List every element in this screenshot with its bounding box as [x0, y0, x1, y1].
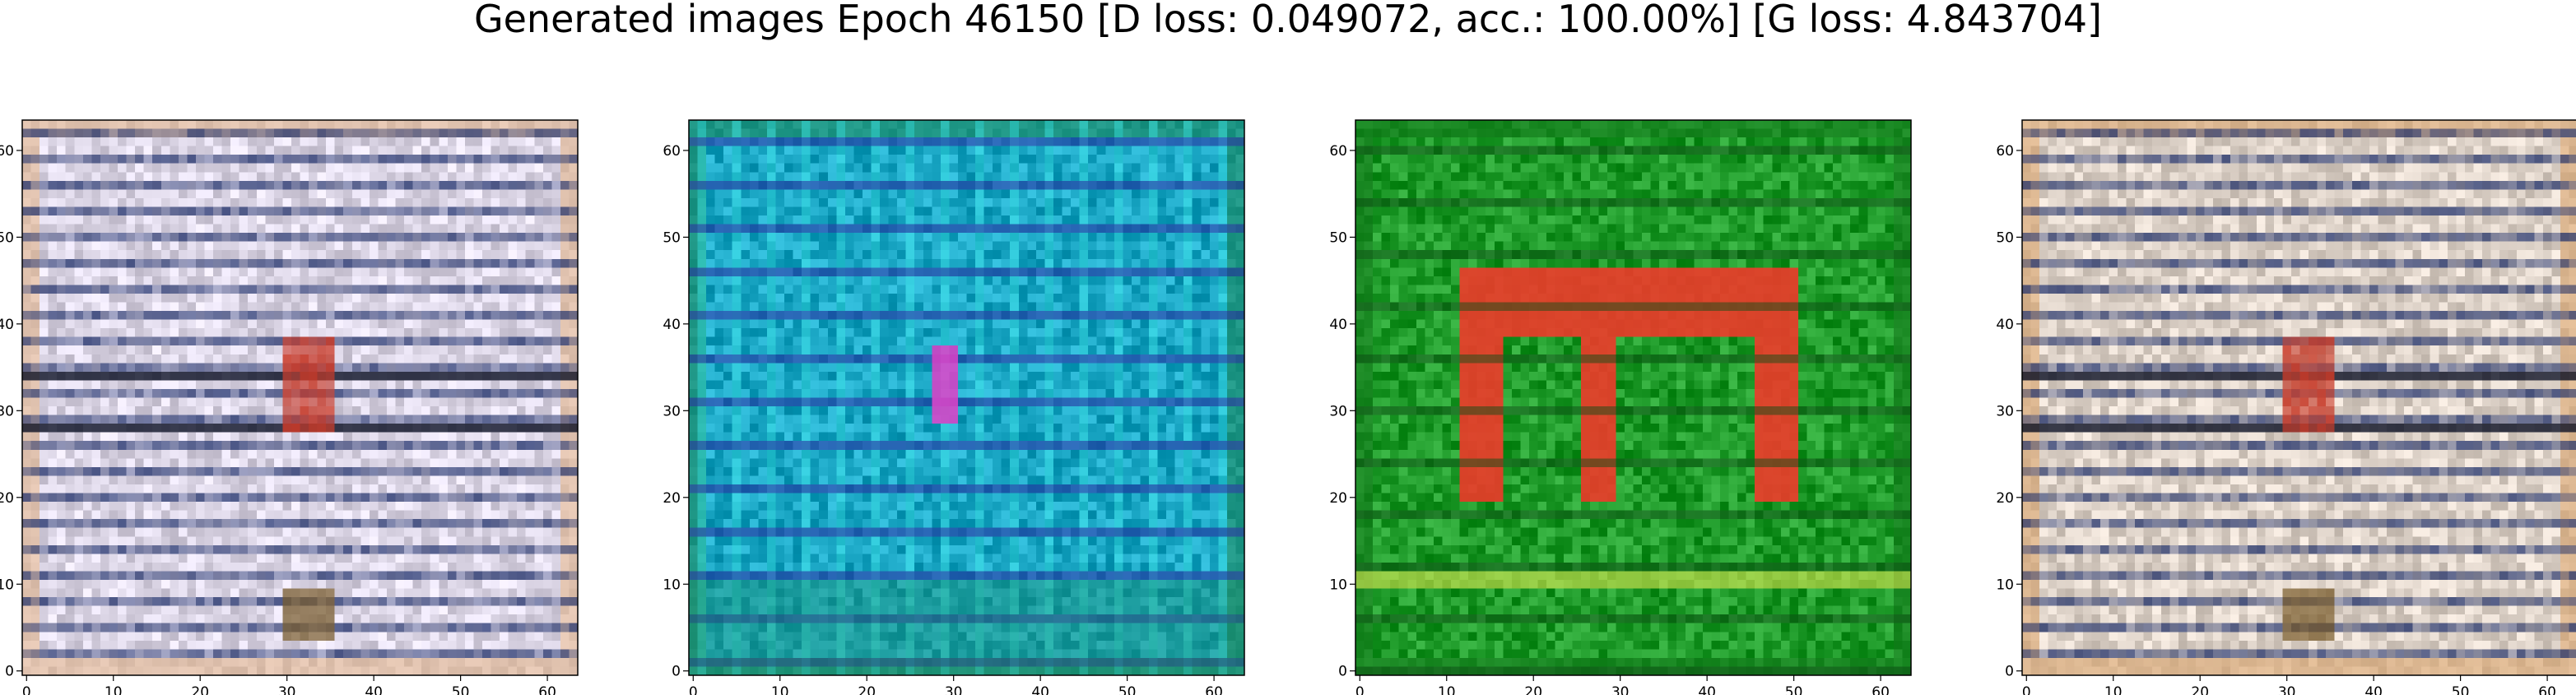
y-tick-label: 50	[1996, 229, 2014, 246]
y-tick-label: 60	[1996, 143, 2014, 160]
y-tick-label: 0	[2005, 664, 2014, 680]
x-tick-label: 60	[1205, 684, 1223, 695]
x-tick-label: 60	[2538, 684, 2556, 695]
y-tick-label: 30	[1996, 403, 2014, 419]
x-tick-label: 50	[452, 684, 470, 695]
y-tick-label: 20	[0, 490, 14, 507]
x-tick-label: 0	[1355, 684, 1365, 695]
x-tick-label: 50	[1785, 684, 1803, 695]
y-tick-label: 30	[0, 403, 14, 419]
x-tick-label: 30	[2278, 684, 2296, 695]
image-panel-3: 0 10 20 30 40 50 60 0 10 20 30 40 50 60	[1329, 119, 1912, 695]
y-tick-label: 30	[1329, 403, 1347, 419]
x-tick-label: 20	[1524, 684, 1542, 695]
x-tick-label: 60	[538, 684, 556, 695]
image-panel-1: 0 10 20 30 40 50 60 0 10 20 30 40 50 60	[0, 119, 579, 695]
y-tick-label: 10	[663, 577, 681, 593]
axes-frame	[688, 119, 1245, 676]
y-tick-label: 50	[1329, 229, 1347, 246]
y-tick-label: 20	[663, 490, 681, 507]
axes-frame	[21, 119, 579, 676]
y-tick-label: 40	[1329, 317, 1347, 333]
y-tick-label: 30	[663, 403, 681, 419]
generated-image	[2022, 120, 2576, 675]
y-tick-label: 60	[663, 143, 681, 160]
generated-image	[1355, 120, 1911, 675]
y-tick-label: 20	[1329, 490, 1347, 507]
y-tick-label: 60	[0, 143, 14, 160]
x-tick-label: 30	[278, 684, 296, 695]
y-tick-label: 10	[1329, 577, 1347, 593]
x-tick-label: 50	[1118, 684, 1137, 695]
figure-title: Generated images Epoch 46150 [D loss: 0.…	[473, 0, 2103, 41]
y-tick-label: 40	[0, 317, 14, 333]
image-panel-4: 0 10 20 30 40 50 60 0 10 20 30 40 50 60	[1996, 119, 2576, 695]
y-tick-label: 0	[5, 664, 14, 680]
image-panel-2: 0 10 20 30 40 50 60 0 10 20 30 40 50 60	[663, 119, 1245, 695]
x-tick-label: 30	[1611, 684, 1630, 695]
y-tick-label: 20	[1996, 490, 2014, 507]
generated-image	[689, 120, 1244, 675]
x-tick-label: 20	[2191, 684, 2209, 695]
y-tick-label: 60	[1329, 143, 1347, 160]
x-tick-label: 40	[1031, 684, 1049, 695]
y-tick-label: 50	[0, 229, 14, 246]
x-tick-label: 10	[1438, 684, 1456, 695]
x-tick-label: 60	[1872, 684, 1890, 695]
y-tick-label: 0	[1338, 664, 1347, 680]
y-tick-label: 10	[1996, 577, 2014, 593]
x-tick-label: 40	[1698, 684, 1716, 695]
axes-frame	[1355, 119, 1912, 676]
x-tick-label: 10	[2104, 684, 2123, 695]
y-tick-label: 40	[663, 317, 681, 333]
x-tick-label: 0	[2022, 684, 2031, 695]
x-tick-label: 40	[2364, 684, 2383, 695]
x-tick-label: 10	[105, 684, 123, 695]
x-tick-label: 10	[771, 684, 789, 695]
x-tick-label: 50	[2452, 684, 2470, 695]
x-tick-label: 40	[365, 684, 383, 695]
generated-image	[22, 120, 578, 675]
y-tick-label: 40	[1996, 317, 2014, 333]
x-tick-label: 20	[191, 684, 209, 695]
x-tick-label: 30	[945, 684, 963, 695]
x-tick-label: 0	[22, 684, 31, 695]
y-tick-label: 0	[672, 664, 681, 680]
x-tick-label: 0	[689, 684, 698, 695]
y-tick-label: 10	[0, 577, 14, 593]
axes-frame	[2021, 119, 2576, 676]
x-tick-label: 20	[858, 684, 876, 695]
y-tick-label: 50	[663, 229, 681, 246]
